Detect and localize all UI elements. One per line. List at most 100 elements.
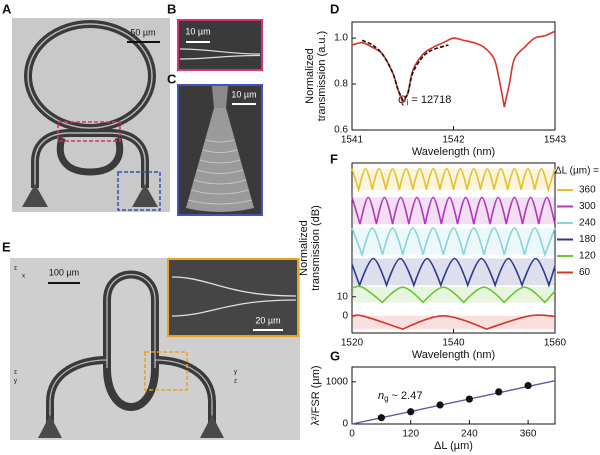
bus-core [34, 132, 146, 188]
lower-loop [56, 136, 124, 176]
data-point [436, 401, 444, 409]
y-axis-label: transmission (dB) [310, 205, 322, 291]
plot-frame [351, 366, 556, 425]
orientation-label: z [234, 379, 237, 385]
y-axis-label: Normalized [304, 48, 316, 104]
data-line [351, 196, 556, 225]
series-band [353, 315, 554, 330]
orientation-label: z [14, 370, 17, 376]
grating-coupler [38, 415, 62, 438]
legend-label: 120 [579, 251, 596, 262]
ring-core [27, 23, 153, 129]
y-axis-label: λ²/FSR (µm) [310, 365, 322, 425]
x-tick-label: 1542 [442, 135, 465, 146]
y-tick-label: 1000 [326, 376, 349, 387]
legend-label: 360 [579, 185, 596, 196]
chart: 1520 1540 1560 0 10 Wavelength (nm) Normalized… [298, 162, 599, 361]
data-line [361, 39, 449, 102]
zoom-box-c [117, 171, 161, 211]
legend-label: 60 [579, 267, 591, 278]
data-point [465, 395, 473, 403]
panel-label: G [330, 348, 340, 363]
x-axis-label: ΔL (µm) [434, 440, 473, 452]
x-tick-label: 1541 [341, 135, 364, 146]
scale-bar-label: 10 µm [185, 26, 210, 36]
x-tick-label: 240 [461, 429, 478, 440]
grating-coupler [132, 184, 158, 207]
grating-fan [186, 108, 254, 212]
orientation-label: y [234, 370, 237, 376]
data-line [351, 314, 556, 331]
grating-coupler [22, 184, 48, 207]
x-tick-label: 120 [402, 429, 419, 440]
x-axis-label: Wavelength (nm) [412, 146, 495, 158]
grating-coupler [200, 415, 224, 438]
y-tick-label: 10 [337, 291, 349, 302]
sample-background [177, 19, 263, 71]
scale-bar-label: 50 µm [130, 27, 155, 37]
scale-bar-label: 10 µm [231, 89, 256, 99]
annotation-symbol: n [378, 390, 384, 402]
orientation-label: y [14, 379, 17, 385]
x-axis-label: Wavelength (nm) [412, 349, 495, 361]
y-tick-label: 0.8 [334, 79, 348, 90]
chart: 0 120 240 360 0 1000 ΔL (µm) λ²/FSR (µm) [310, 365, 556, 452]
zoom-box [144, 351, 188, 391]
micrograph-a: 50 µm [12, 18, 170, 212]
micrograph-c: 10 µm [177, 84, 263, 216]
micrograph-e: 20 µm 100 µm z x z y y z [10, 258, 300, 440]
panel-label: A [2, 1, 12, 16]
annotation-subscript: g [384, 394, 388, 403]
data-line [351, 257, 556, 288]
y-axis-label: transmission (a.u.) [316, 31, 328, 121]
chart: 1541 1542 1543 0.6 0.8 1.0 Wavelength (nm) Norm… [304, 21, 567, 158]
annotation: ng ~ 2.47 [378, 390, 422, 403]
micrograph-b: 10 µm [177, 19, 263, 71]
scale-bar-label: 100 µm [49, 267, 79, 277]
x-tick-label: 1520 [341, 338, 364, 349]
zoom-box-b [57, 121, 121, 142]
orientation-label: x [22, 274, 25, 280]
annotation-text: = 12718 [411, 94, 451, 106]
legend-label: 300 [579, 201, 596, 212]
scale-bar-label: 20 µm [255, 315, 280, 325]
inset-waveguide [171, 299, 297, 317]
data-point [495, 388, 503, 396]
waveguide [179, 48, 261, 55]
panel-label: D [330, 1, 339, 16]
x-tick-label: 0 [349, 429, 355, 440]
panel-label: C [167, 71, 177, 86]
panel-label: F [330, 151, 338, 166]
y-tick-label: 1.0 [334, 33, 348, 44]
legend-title: ΔL (µm) = [555, 166, 599, 177]
series-band [353, 287, 554, 303]
waveguide [179, 54, 261, 60]
annotation-subscript: i [407, 98, 409, 107]
x-tick-label: 1543 [544, 135, 567, 146]
inset-waveguide [171, 276, 297, 297]
orientation-label: z [14, 266, 17, 272]
panel-label: B [167, 1, 176, 16]
taper [212, 86, 228, 108]
y-tick-label: 0.6 [334, 125, 348, 136]
panel-label: E [2, 239, 11, 254]
data-point [524, 381, 532, 390]
data-point [407, 408, 415, 416]
annotation-text: ~ 2.47 [392, 390, 423, 402]
data-point [377, 414, 385, 422]
data-line [351, 167, 556, 193]
fit-line [351, 380, 556, 425]
y-tick-label: 0 [342, 419, 348, 430]
device-core [49, 274, 213, 428]
data-line [351, 227, 556, 258]
inset [167, 258, 299, 337]
y-tick-label: 0 [342, 310, 348, 321]
x-tick-label: 360 [520, 429, 537, 440]
data-line [351, 30, 556, 108]
legend-label: 180 [579, 234, 596, 245]
grating-lines [187, 139, 253, 205]
x-tick-label: 1560 [544, 338, 567, 349]
legend-label: 240 [579, 218, 596, 229]
x-tick-label: 1540 [442, 338, 465, 349]
